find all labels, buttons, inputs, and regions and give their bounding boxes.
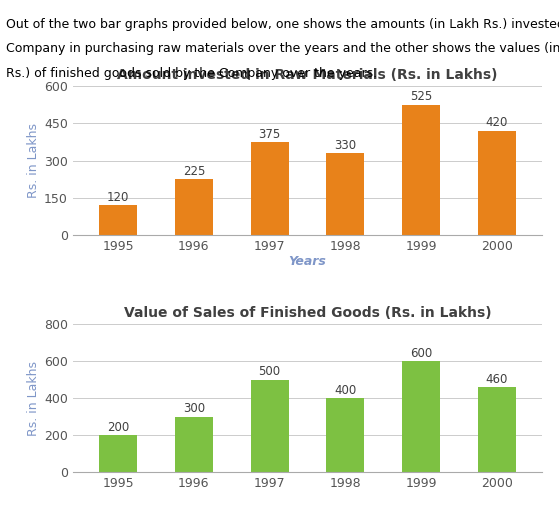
Text: 200: 200 — [107, 421, 129, 434]
Text: 420: 420 — [486, 116, 508, 130]
Text: 500: 500 — [258, 365, 281, 378]
Bar — [402, 361, 440, 472]
Y-axis label: Rs. in Lakhs: Rs. in Lakhs — [27, 123, 40, 198]
Title: Amount invested in Raw Materials (Rs. in Lakhs): Amount invested in Raw Materials (Rs. in… — [117, 69, 498, 82]
Bar — [99, 205, 137, 235]
Text: 225: 225 — [183, 165, 205, 178]
Text: 330: 330 — [334, 139, 357, 152]
Bar — [402, 105, 440, 235]
Text: 300: 300 — [183, 402, 205, 415]
Title: Value of Sales of Finished Goods (Rs. in Lakhs): Value of Sales of Finished Goods (Rs. in… — [124, 306, 491, 320]
Text: 120: 120 — [107, 190, 129, 204]
Text: Rs.) of finished goods sold by the Company over the years.: Rs.) of finished goods sold by the Compa… — [6, 67, 377, 80]
Text: 525: 525 — [410, 90, 432, 104]
Bar — [175, 417, 213, 472]
Text: 400: 400 — [334, 384, 357, 397]
Text: 375: 375 — [258, 128, 281, 141]
Bar — [99, 435, 137, 472]
Text: 460: 460 — [486, 372, 508, 386]
Text: Company in purchasing raw materials over the years and the other shows the value: Company in purchasing raw materials over… — [6, 42, 559, 55]
Bar — [478, 131, 516, 235]
Bar — [478, 387, 516, 472]
Y-axis label: Rs. in Lakhs: Rs. in Lakhs — [27, 361, 40, 436]
Text: 600: 600 — [410, 346, 432, 360]
Bar — [326, 398, 364, 472]
Bar — [250, 379, 288, 472]
X-axis label: Years: Years — [288, 256, 326, 269]
Bar — [175, 179, 213, 235]
Bar — [326, 153, 364, 235]
Text: Out of the two bar graphs provided below, one shows the amounts (in Lakh Rs.) in: Out of the two bar graphs provided below… — [6, 18, 559, 31]
Bar — [250, 142, 288, 235]
